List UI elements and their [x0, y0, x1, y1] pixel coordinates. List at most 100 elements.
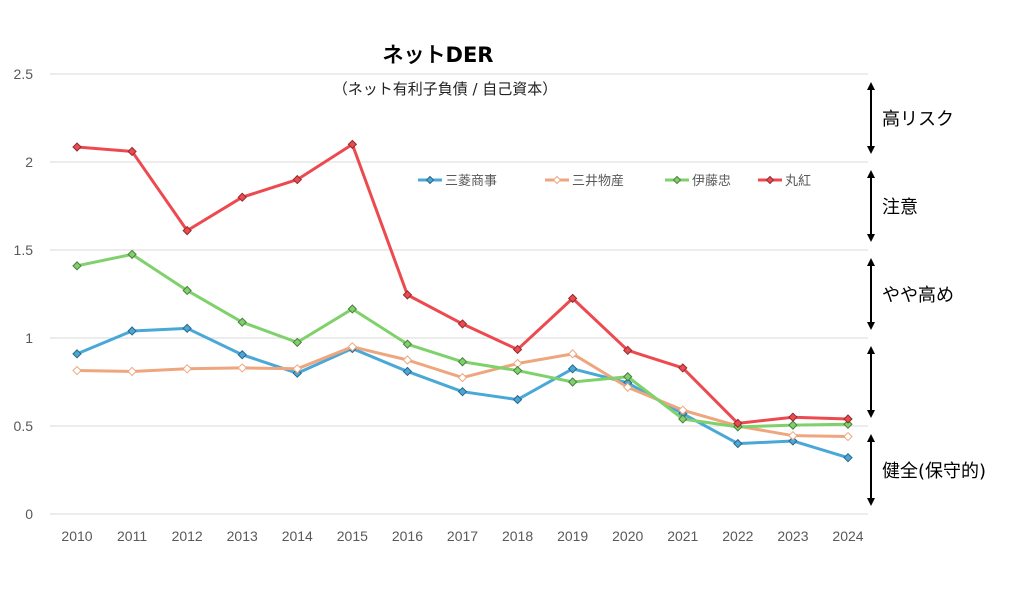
- y-tick-label: 1.5: [14, 242, 34, 258]
- zone-annotation: 注意: [867, 170, 918, 242]
- x-axis-ticks: 2010 2011 2012 2013 2014 2015 2016 2017 2018 2019…: [61, 528, 863, 544]
- data-point: [347, 304, 358, 314]
- x-tick-label: 2015: [337, 528, 368, 544]
- data-point: [182, 323, 192, 334]
- data-point: [678, 414, 688, 424]
- data-point: [788, 412, 798, 422]
- series-group: [72, 139, 853, 463]
- data-point: [182, 225, 192, 236]
- data-point: [237, 317, 247, 327]
- data-point: [347, 342, 358, 352]
- x-tick-label: 2018: [502, 528, 533, 544]
- arrow-up-icon: [867, 434, 875, 442]
- data-point: [127, 146, 137, 157]
- legend-label: 三井物産: [572, 173, 624, 189]
- series-0: [72, 323, 853, 463]
- chart-title: ネットDER: [383, 43, 494, 67]
- data-point: [678, 405, 688, 415]
- data-point: [512, 344, 523, 355]
- y-tick-label: 1: [25, 330, 33, 346]
- x-tick-label: 2012: [172, 528, 203, 544]
- arrow-down-icon: [867, 146, 875, 154]
- y-tick-label: 2.5: [14, 66, 34, 82]
- zone-label: 注意: [882, 197, 918, 218]
- data-point: [292, 337, 302, 348]
- legend-item: 伊藤忠: [665, 174, 731, 189]
- arrow-up-icon: [867, 258, 875, 266]
- legend-marker: [425, 175, 435, 185]
- y-tick-label: 2: [25, 154, 33, 170]
- legend-marker: [672, 175, 682, 185]
- data-point: [678, 363, 688, 373]
- x-tick-label: 2013: [227, 528, 258, 544]
- x-tick-label: 2014: [282, 528, 313, 544]
- data-point: [127, 249, 137, 260]
- data-point: [843, 414, 853, 424]
- data-point: [402, 355, 413, 365]
- data-point: [72, 142, 82, 152]
- x-tick-label: 2010: [61, 528, 92, 544]
- zone-label: 高リスク: [882, 109, 954, 130]
- y-axis-ticks: 0 0.5 1 1.5 2 2.5: [14, 66, 34, 522]
- data-point: [457, 386, 468, 397]
- data-point: [292, 364, 302, 374]
- zone-label: 健全(保守的): [882, 461, 986, 482]
- data-point: [623, 345, 633, 356]
- data-point: [127, 326, 137, 336]
- data-point: [127, 366, 137, 377]
- data-point: [843, 431, 853, 442]
- data-point: [182, 285, 192, 296]
- gridlines: [50, 73, 868, 515]
- data-point: [402, 290, 413, 300]
- arrow-down-icon: [867, 410, 875, 418]
- arrow-down-icon: [867, 322, 875, 330]
- data-point: [457, 372, 468, 383]
- legend-label: 丸紅: [785, 174, 811, 189]
- x-tick-label: 2011: [117, 528, 147, 544]
- y-tick-label: 0.5: [14, 418, 34, 434]
- data-point: [843, 452, 853, 463]
- data-point: [347, 139, 358, 150]
- legend-marker: [765, 175, 775, 185]
- arrow-down-icon: [867, 234, 875, 242]
- zone-annotation: やや高め: [867, 258, 954, 330]
- arrow-down-icon: [867, 498, 875, 506]
- data-point: [457, 319, 468, 329]
- data-point: [457, 357, 468, 367]
- data-point: [567, 349, 578, 359]
- data-point: [237, 192, 247, 202]
- x-tick-label: 2021: [667, 528, 698, 544]
- arrow-up-icon: [867, 346, 875, 354]
- legend-item: 丸紅: [758, 174, 811, 189]
- x-tick-label: 2022: [722, 528, 753, 544]
- data-point: [567, 377, 578, 387]
- data-point: [788, 420, 798, 430]
- data-point: [623, 382, 633, 392]
- y-tick-label: 0: [25, 506, 33, 522]
- data-point: [788, 430, 798, 441]
- arrow-up-icon: [867, 82, 875, 90]
- data-point: [72, 349, 82, 359]
- legend-label: 三菱商事: [445, 174, 497, 189]
- data-point: [72, 365, 82, 376]
- legend-item: 三菱商事: [418, 174, 497, 189]
- series-2: [72, 249, 853, 432]
- data-point: [843, 419, 853, 429]
- data-point: [182, 364, 192, 374]
- zone-annotation: 高リスク: [867, 82, 954, 154]
- zone-annotation: [867, 346, 875, 418]
- data-point: [733, 418, 743, 429]
- data-point: [567, 364, 578, 374]
- data-point: [402, 366, 413, 377]
- data-point: [512, 394, 523, 405]
- series-line: [76, 252, 849, 429]
- legend-marker: [552, 175, 562, 185]
- x-tick-label: 2017: [447, 528, 478, 544]
- series-1: [72, 342, 853, 442]
- data-point: [567, 293, 578, 304]
- legend: 三菱商事 三井物産 伊藤忠 丸紅: [418, 173, 811, 189]
- x-tick-label: 2020: [612, 528, 643, 544]
- x-tick-label: 2024: [832, 528, 863, 544]
